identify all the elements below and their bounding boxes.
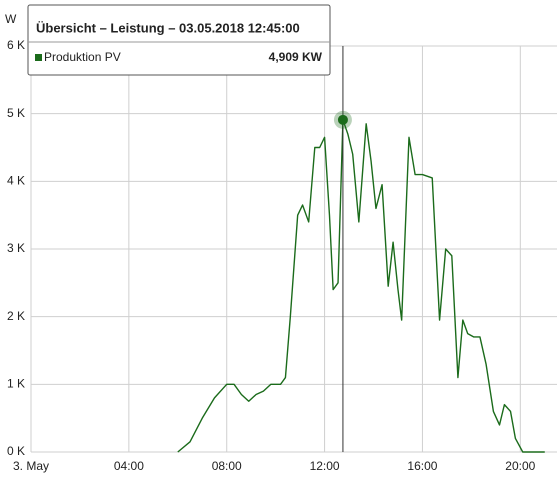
tooltip-value: 4,909 KW <box>269 50 323 64</box>
x-tick-label: 3. May <box>13 459 49 473</box>
y-axis-label: W <box>5 12 17 26</box>
tooltip-box <box>27 4 331 76</box>
plot: 0 K 1 K 2 K 3 K 4 K 5 K 6 K 3. May 04:00 08:00 12:… <box>7 38 557 473</box>
y-tick-label: 4 K <box>7 174 25 188</box>
y-tick-label: 5 K <box>7 106 25 120</box>
y-tick-label: 3 K <box>7 241 25 255</box>
line <box>177 119 545 453</box>
tooltip-series: Produktion PV <box>44 50 121 64</box>
x-tick-label: 04:00 <box>114 459 144 473</box>
x-tick-label: 12:00 <box>310 459 340 473</box>
y-tick-label: 0 K <box>7 444 25 458</box>
x-tick-label: 20:00 <box>505 459 535 473</box>
y-tick-label: 1 K <box>7 377 25 391</box>
hover-point <box>337 114 348 125</box>
x-tick-label: 08:00 <box>212 459 242 473</box>
y-tick-label: 2 K <box>7 309 25 323</box>
tooltip-swatch <box>35 54 42 61</box>
tooltip-title: Übersicht – Leistung – 03.05.2018 12:45:… <box>36 20 300 35</box>
y-tick-label: 6 K <box>7 38 25 52</box>
tooltip: Übersicht – Leistung – 03.05.2018 12:45:… <box>27 4 331 76</box>
x-tick-label: 16:00 <box>407 459 437 473</box>
